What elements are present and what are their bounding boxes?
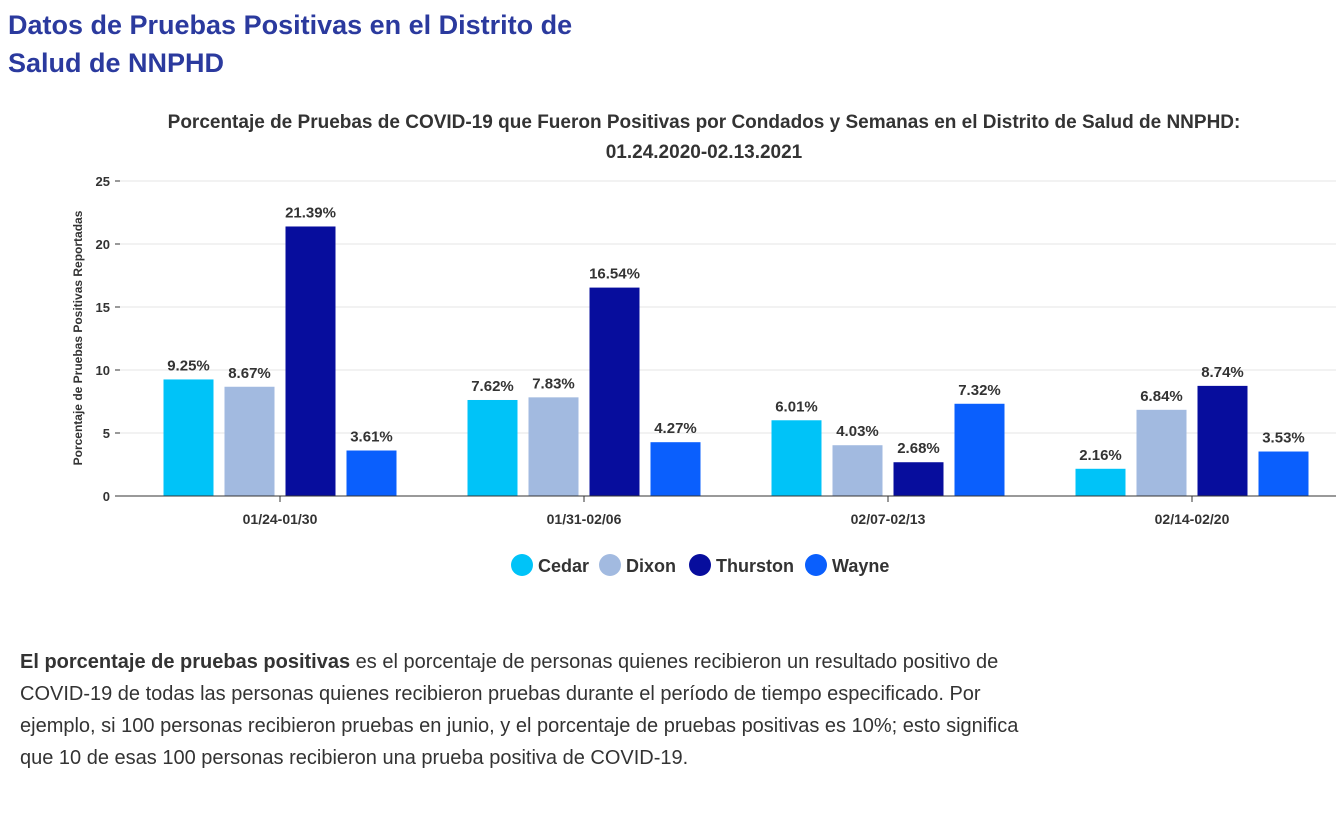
bar-dixon-2[interactable] xyxy=(528,397,579,496)
data-label: 4.03% xyxy=(836,423,879,440)
y-tick-label: 15 xyxy=(96,300,110,315)
data-labels: 9.25% 8.67% 21.39% 3.61% 7.62% 7.83% 16.54% 4.2… xyxy=(167,204,1305,463)
legend-item-wayne[interactable]: Wayne xyxy=(805,554,889,576)
legend-label: Wayne xyxy=(832,556,889,576)
data-label: 7.32% xyxy=(958,382,1001,399)
legend-swatch xyxy=(511,554,533,576)
x-tick-label: 02/14-02/20 xyxy=(1155,511,1230,527)
legend-swatch xyxy=(805,554,827,576)
description-text: es el porcentaje de personas quienes rec… xyxy=(20,651,1019,769)
bar-wayne-4[interactable] xyxy=(1258,451,1309,496)
bar-thurston-1[interactable] xyxy=(285,226,336,496)
bar-chart: Porcentaje de Pruebas de COVID-19 que Fu… xyxy=(71,112,1336,576)
y-tick-label: 25 xyxy=(96,174,110,189)
data-label: 6.84% xyxy=(1140,388,1183,405)
description-paragraph: El porcentaje de pruebas positivas es el… xyxy=(20,646,1030,774)
data-label: 21.39% xyxy=(285,204,336,221)
bar-cedar-4[interactable] xyxy=(1075,468,1126,496)
data-label: 8.74% xyxy=(1201,364,1244,381)
bar-dixon-4[interactable] xyxy=(1136,409,1187,496)
bars xyxy=(163,226,1309,496)
bar-thurston-4[interactable] xyxy=(1197,385,1248,496)
chart-title-line2: 01.24.2020-02.13.2021 xyxy=(606,142,803,163)
y-tick-label: 5 xyxy=(103,426,110,441)
legend-label: Thurston xyxy=(716,556,794,576)
bar-thurston-2[interactable] xyxy=(589,287,640,496)
data-label: 9.25% xyxy=(167,357,210,374)
legend: Cedar Dixon Thurston Wayne xyxy=(511,554,889,576)
legend-label: Dixon xyxy=(626,556,676,576)
data-label: 4.27% xyxy=(654,420,697,437)
legend-item-thurston[interactable]: Thurston xyxy=(689,554,794,576)
data-label: 3.61% xyxy=(350,429,393,446)
x-tick-label: 01/31-02/06 xyxy=(547,511,622,527)
data-label: 2.68% xyxy=(897,440,940,457)
y-tick-label: 10 xyxy=(96,363,110,378)
bar-wayne-3[interactable] xyxy=(954,403,1005,496)
data-label: 6.01% xyxy=(775,398,818,415)
x-tick-label: 01/24-01/30 xyxy=(243,511,318,527)
x-axis-ticks: 01/24-01/30 01/31-02/06 02/07-02/13 02/14-0… xyxy=(243,496,1230,527)
data-label: 8.67% xyxy=(228,365,271,382)
data-label: 7.62% xyxy=(471,378,514,395)
legend-label: Cedar xyxy=(538,556,589,576)
data-label: 3.53% xyxy=(1262,430,1305,447)
data-label: 7.83% xyxy=(532,375,575,392)
y-axis-label: Porcentaje de Pruebas Positivas Reportad… xyxy=(71,210,85,465)
description-bold: El porcentaje de pruebas positivas xyxy=(20,651,351,673)
page-title: Datos de Pruebas Positivas en el Distrit… xyxy=(8,10,573,78)
legend-item-dixon[interactable]: Dixon xyxy=(599,554,676,576)
y-tick-label: 0 xyxy=(103,489,110,504)
chart-title-line1: Porcentaje de Pruebas de COVID-19 que Fu… xyxy=(168,112,1241,133)
legend-swatch xyxy=(599,554,621,576)
data-label: 2.16% xyxy=(1079,447,1122,464)
bar-wayne-1[interactable] xyxy=(346,450,397,496)
data-label: 16.54% xyxy=(589,266,640,283)
bar-cedar-3[interactable] xyxy=(771,420,822,496)
y-axis-ticks: 0 5 10 15 20 25 xyxy=(96,174,120,504)
bar-wayne-2[interactable] xyxy=(650,442,701,496)
x-tick-label: 02/07-02/13 xyxy=(851,511,926,527)
bar-thurston-3[interactable] xyxy=(893,462,944,496)
bar-cedar-1[interactable] xyxy=(163,379,214,496)
legend-item-cedar[interactable]: Cedar xyxy=(511,554,589,576)
legend-swatch xyxy=(689,554,711,576)
bar-dixon-1[interactable] xyxy=(224,386,275,496)
bar-dixon-3[interactable] xyxy=(832,445,883,496)
bar-cedar-2[interactable] xyxy=(467,399,518,496)
y-tick-label: 20 xyxy=(96,237,110,252)
